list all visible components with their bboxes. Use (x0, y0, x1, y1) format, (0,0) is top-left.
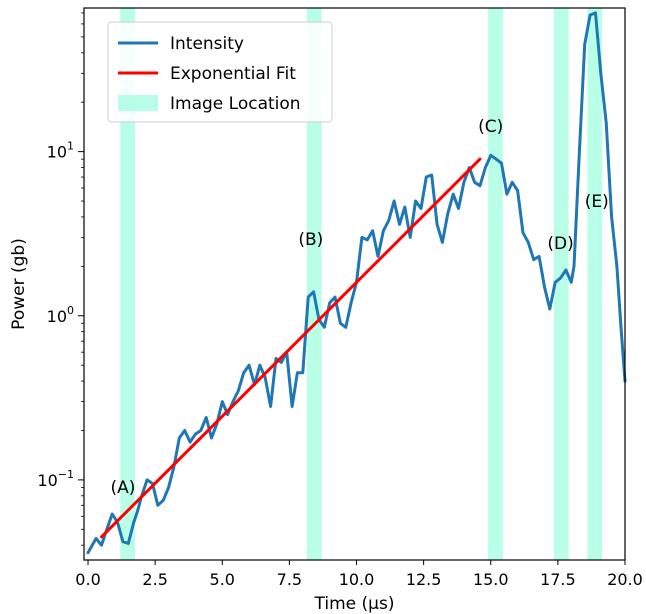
y-axis-ticks: 10−1 100 101 (37, 13, 84, 545)
x-tick-label: 5.0 (210, 570, 235, 589)
x-tick-label: 15.0 (473, 570, 509, 589)
y-tick-label: 101 (47, 140, 74, 162)
legend-swatch-image-location (118, 95, 158, 111)
y-tick-label: 100 (47, 304, 74, 326)
annotation-label: (A) (110, 478, 135, 498)
image-location-band-3 (488, 8, 503, 560)
legend: Intensity Exponential Fit Image Location (108, 22, 332, 122)
annotation-label: (D) (547, 234, 573, 254)
legend-label-intensity: Intensity (170, 34, 244, 54)
x-tick-label: 0.0 (75, 570, 100, 589)
legend-label-exponential-fit: Exponential Fit (170, 64, 296, 84)
x-axis-ticks: 0.0 2.5 5.0 7.5 10.0 12.5 15.0 17.5 20.0 (75, 560, 643, 589)
y-axis-label: Power (gb) (9, 238, 29, 330)
exponential-fit-line (102, 159, 481, 537)
x-tick-label: 17.5 (540, 570, 576, 589)
x-tick-label: 2.5 (142, 570, 167, 589)
legend-label-image-location: Image Location (170, 94, 301, 114)
image-location-band-5 (587, 8, 602, 560)
y-tick-label: 10−1 (37, 468, 74, 490)
x-tick-label: 7.5 (277, 570, 302, 589)
annotation-label: (E) (585, 192, 609, 212)
x-tick-label: 12.5 (406, 570, 442, 589)
x-axis-label: Time (μs) (314, 594, 395, 614)
x-tick-label: 10.0 (339, 570, 375, 589)
x-tick-label: 20.0 (607, 570, 643, 589)
annotations: (A) (B) (C) (D) (E) (110, 117, 608, 498)
annotation-label: (B) (298, 230, 323, 250)
annotation-label: (C) (478, 117, 503, 137)
